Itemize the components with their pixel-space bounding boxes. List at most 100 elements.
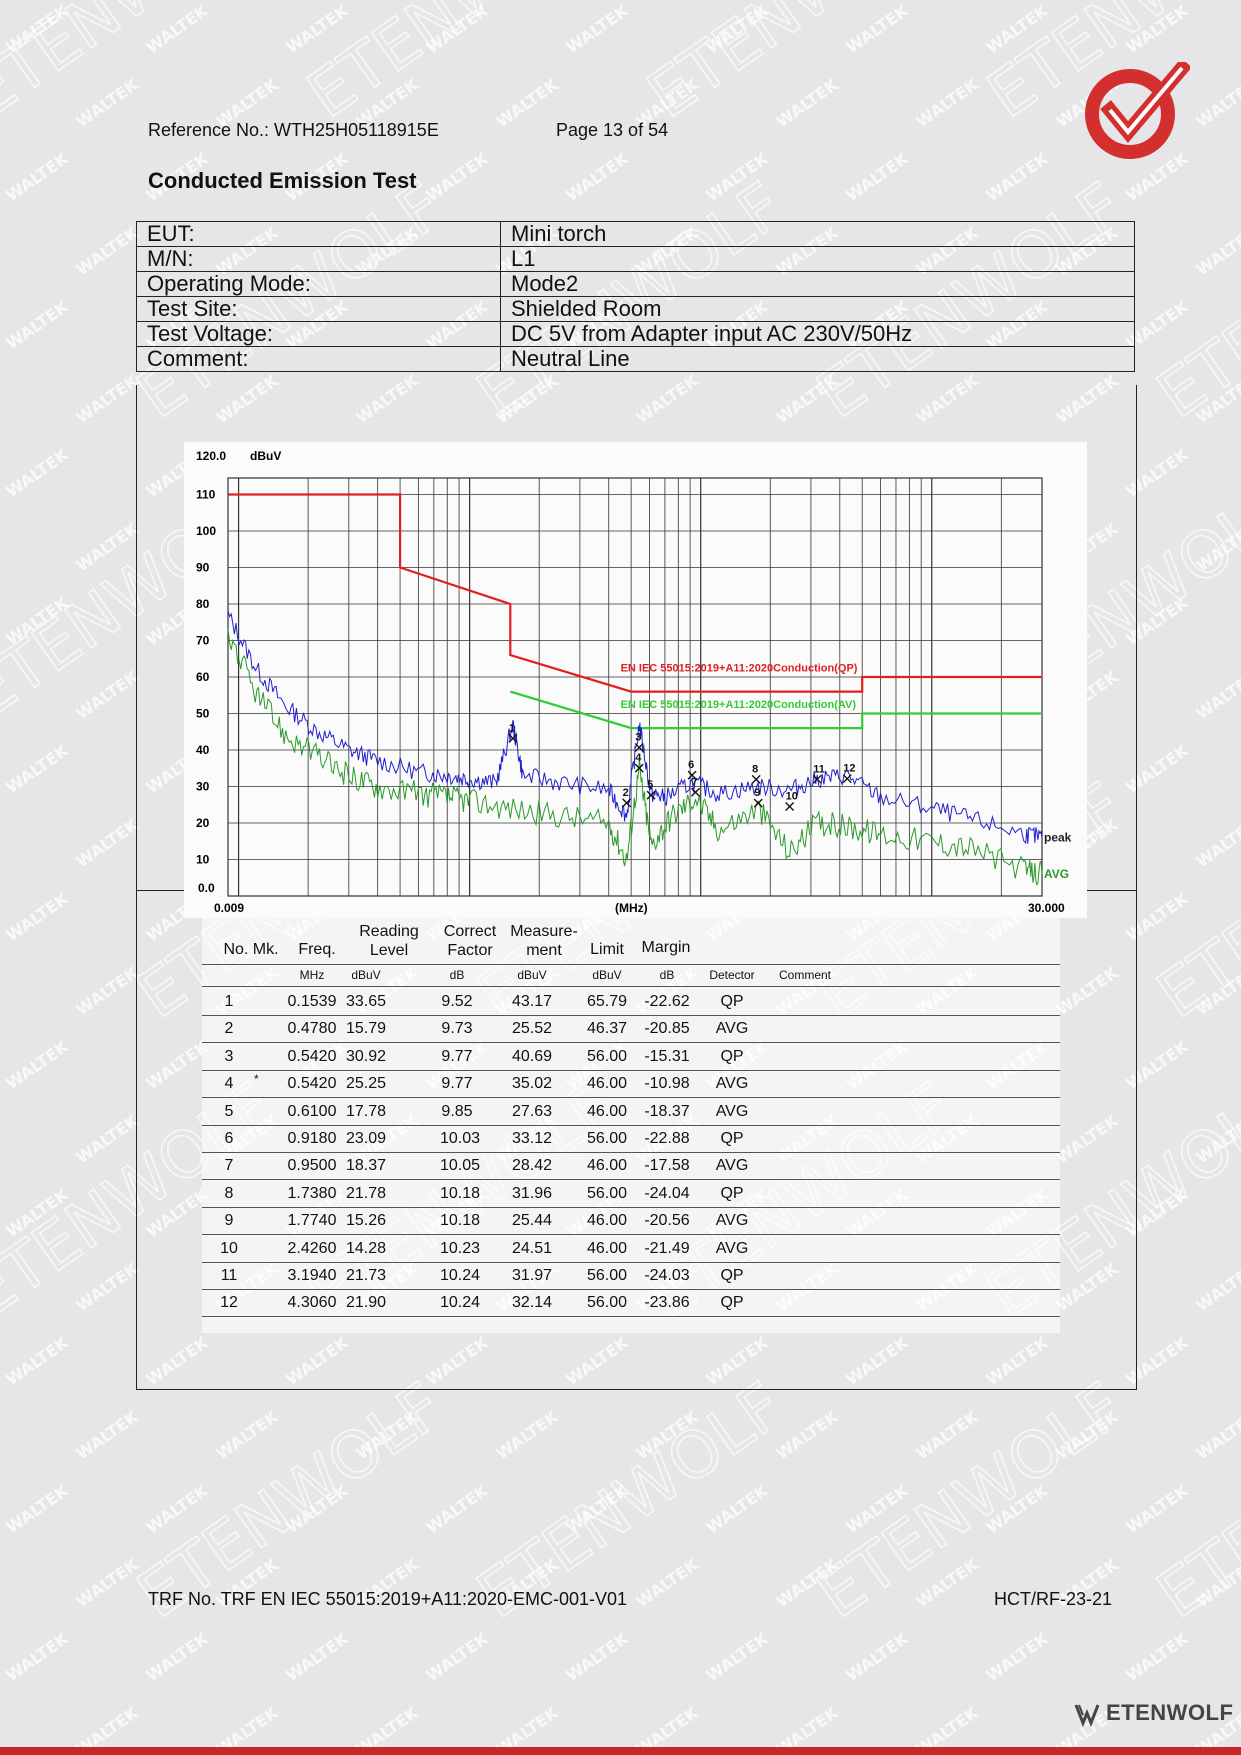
table-row: 10 2.4260 14.28 10.23 24.51 46.00 -21.49 AVG [202, 1235, 1060, 1263]
watermark-small: WALTEK [142, 1629, 212, 1686]
header-correct-line2: Factor [447, 942, 493, 959]
cell-no: 10 [220, 1239, 238, 1257]
watermark-small: WALTEK [1192, 1111, 1241, 1168]
cell-reading: 14.28 [345, 1239, 387, 1257]
cell-correct: 10.24 [440, 1294, 481, 1312]
cell-measure: 25.44 [511, 1212, 553, 1230]
marker-x [687, 770, 697, 780]
cell-measure: 43.17 [511, 993, 553, 1010]
y-top-label: 120.0 [196, 449, 226, 463]
watermark-small: WALTEK [842, 1, 912, 58]
test-info-table: EUT: Mini torch M/N: L1 Operating Mode: Mode2… [136, 221, 1135, 372]
watermark-small: WALTEK [982, 1629, 1052, 1686]
limit-line-av [509, 690, 1042, 730]
cell-detector: QP [720, 1294, 744, 1312]
trace-label-peak: peak [1044, 831, 1072, 845]
cell-correct: 10.24 [440, 1267, 481, 1284]
cell-measure: 31.96 [511, 1184, 553, 1202]
info-key: Operating Mode: [136, 271, 501, 297]
cell-margin: -17.58 [644, 1157, 690, 1175]
y-tick-label: 70 [196, 634, 210, 648]
cell-freq: 0.1539 [287, 993, 337, 1010]
cell-no: 5 [224, 1102, 234, 1120]
cell-reading: 23.09 [345, 1130, 387, 1147]
watermark-small: WALTEK [492, 75, 562, 132]
cell-margin: -20.85 [644, 1020, 690, 1038]
info-row: Operating Mode: Mode2 [136, 271, 1135, 297]
watermark-small: WALTEK [912, 1555, 982, 1612]
marker-label: 3 [635, 731, 641, 743]
watermark-small: WALTEK [2, 1333, 72, 1390]
watermark-small: WALTEK [282, 1481, 352, 1538]
header-freq: Freq. [298, 941, 336, 958]
info-key: Test Site: [136, 296, 501, 322]
page-title: Conducted Emission Test [148, 168, 417, 193]
cell-no: 12 [220, 1294, 238, 1312]
watermark-small: WALTEK [72, 371, 142, 428]
header-reading-line2: Level [369, 942, 409, 959]
header-reading: Reading Level [357, 922, 421, 992]
cell-correct: 9.77 [441, 1047, 473, 1065]
footer-red-bar [0, 1747, 1241, 1755]
cell-correct: 9.85 [441, 1102, 473, 1120]
watermark-small: WALTEK [2, 1, 72, 58]
header-limit: Limit [590, 941, 624, 958]
watermark-small: WALTEK [1192, 667, 1241, 724]
info-value: Neutral Line [500, 346, 1135, 372]
cell-detector: QP [720, 993, 744, 1010]
cell-limit: 65.79 [586, 993, 628, 1010]
limit-line-qp [228, 493, 1042, 693]
cell-measure: 27.63 [511, 1102, 553, 1120]
page-number: Page 13 of 54 [556, 120, 669, 140]
marker-label: 11 [813, 763, 825, 775]
marker-x [812, 774, 822, 784]
plot-frame [227, 477, 1043, 897]
watermark-small: WALTEK [2, 1481, 72, 1538]
cell-measure: 32.14 [511, 1294, 553, 1312]
cell-freq: 1.7740 [287, 1212, 337, 1230]
cell-freq: 0.9500 [287, 1157, 337, 1175]
info-value: Mode2 [500, 271, 1135, 297]
watermark-small: WALTEK [72, 1555, 142, 1612]
watermark-small: WALTEK [1192, 371, 1241, 428]
cell-margin: -15.31 [644, 1047, 690, 1065]
watermark-small: WALTEK [982, 149, 1052, 206]
y-tick-label: 40 [196, 743, 210, 757]
watermark-small: WALTEK [72, 1111, 142, 1168]
info-row: Comment: Neutral Line [136, 346, 1135, 372]
info-row: EUT: Mini torch [136, 221, 1135, 247]
watermark-small: WALTEK [422, 1481, 492, 1538]
watermark-small: WALTEK [2, 445, 72, 502]
cell-limit: 46.00 [586, 1239, 628, 1257]
etenwolf-logo-icon [1074, 1704, 1100, 1727]
info-key: M/N: [136, 246, 501, 272]
marker-label: 6 [688, 759, 694, 771]
cell-correct: 10.18 [440, 1212, 481, 1230]
cell-detector: AVG [715, 1102, 749, 1120]
watermark-small: WALTEK [702, 1629, 772, 1686]
y-tick-label: 60 [196, 670, 210, 684]
watermark-large: ETENWOLF [0, 0, 287, 133]
marker-label: 2 [623, 787, 629, 799]
marker-label: 7 [692, 776, 698, 788]
marker-label: 9 [754, 787, 760, 799]
watermark-small: WALTEK [912, 75, 982, 132]
y-bottom-label: 0.0 [198, 881, 215, 895]
watermark-small: WALTEK [842, 149, 912, 206]
marker-label: 10 [786, 791, 798, 803]
cell-reading: 30.92 [345, 1047, 387, 1065]
table-row: 1 0.1539 33.65 9.52 43.17 65.79 -22.62 QP [202, 988, 1060, 1016]
header-correct-line1: Correct [443, 923, 497, 940]
y-tick-label: 50 [196, 707, 210, 721]
cell-freq: 0.4780 [287, 1020, 337, 1038]
x-unit-label: (MHz) [615, 901, 648, 915]
cell-detector: AVG [715, 1239, 749, 1257]
cell-freq: 0.6100 [287, 1102, 337, 1120]
watermark-small: WALTEK [1122, 1629, 1192, 1686]
cell-reading: 21.90 [345, 1294, 387, 1312]
cell-margin: -24.03 [644, 1267, 690, 1284]
watermark-small: WALTEK [2, 1629, 72, 1686]
cell-limit: 56.00 [586, 1184, 628, 1202]
watermark-large: ETENWOLF [1145, 169, 1241, 433]
